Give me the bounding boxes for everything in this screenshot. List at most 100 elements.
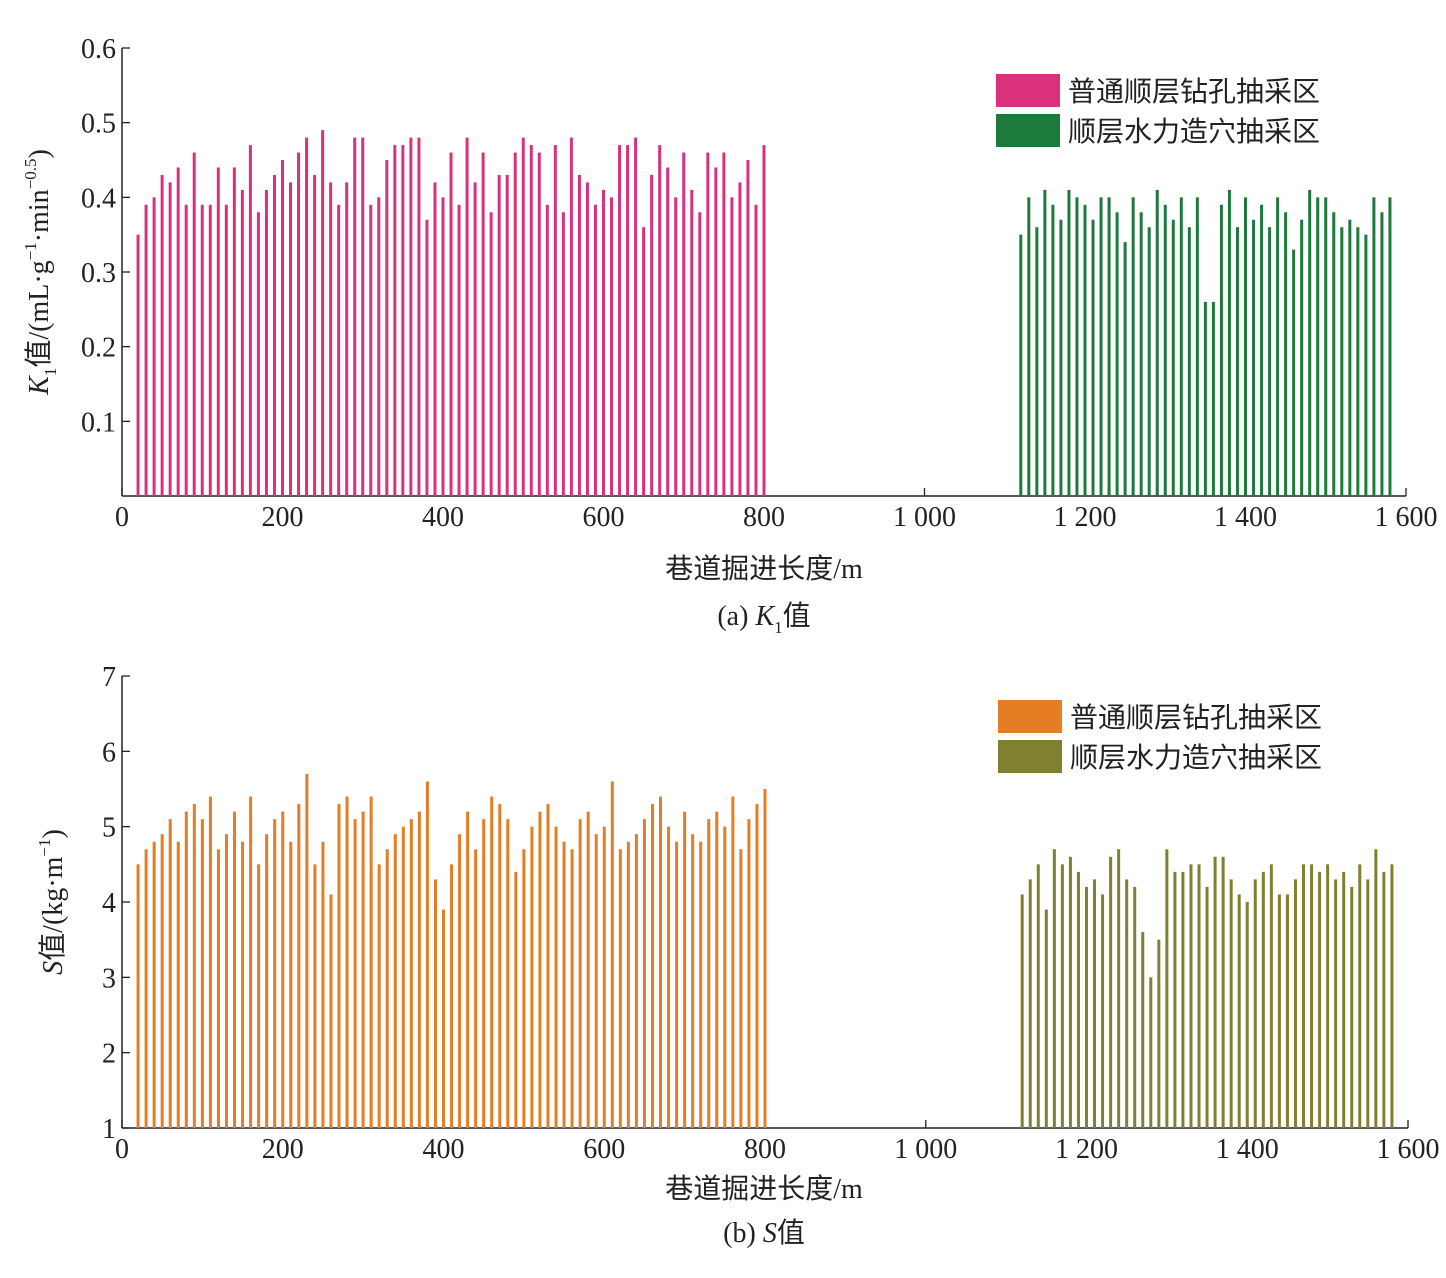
bar	[409, 137, 413, 496]
bar	[1245, 902, 1249, 1128]
x-tick-label: 400	[422, 502, 464, 533]
bar	[289, 841, 293, 1128]
bar	[642, 819, 646, 1128]
bar	[1277, 894, 1281, 1128]
bar	[1028, 879, 1032, 1128]
bar	[1068, 856, 1072, 1128]
bar	[144, 204, 148, 497]
bar	[1237, 894, 1241, 1128]
bar	[691, 834, 695, 1128]
bar	[754, 204, 758, 497]
bar	[1195, 197, 1199, 497]
y-label-part: 值/(mL·g	[23, 260, 55, 367]
bar	[481, 152, 485, 497]
bar	[1374, 849, 1378, 1128]
bar	[385, 849, 389, 1128]
bar	[1019, 234, 1023, 496]
bar	[1043, 189, 1047, 496]
bar	[1269, 864, 1273, 1128]
bar	[698, 212, 702, 496]
bar	[659, 796, 663, 1128]
bar	[417, 137, 421, 496]
bar	[1316, 197, 1320, 497]
bar	[1342, 871, 1346, 1128]
bar	[208, 796, 212, 1128]
legend-swatch	[996, 74, 1060, 107]
bar	[1051, 204, 1055, 497]
bar	[208, 204, 212, 497]
bar	[1197, 864, 1201, 1128]
bar	[345, 182, 349, 496]
caption: (b) S值	[723, 1217, 805, 1249]
bar	[739, 849, 743, 1128]
bar	[1253, 879, 1257, 1128]
bar	[200, 819, 204, 1128]
bar	[699, 841, 703, 1128]
bar	[594, 834, 598, 1128]
bar	[546, 804, 550, 1128]
bar	[1107, 197, 1111, 497]
legend-label: 普通顺层钻孔抽采区	[1068, 76, 1320, 108]
bar	[763, 789, 767, 1128]
bar	[337, 204, 341, 497]
y-tick-label: 0.5	[81, 109, 116, 140]
bar	[529, 145, 533, 497]
bar	[441, 197, 445, 497]
bar	[561, 212, 565, 496]
x-tick-label: 200	[262, 1134, 304, 1165]
bar	[1020, 894, 1024, 1128]
bar	[577, 174, 581, 496]
y-label-part: )	[38, 829, 69, 838]
bar	[321, 841, 325, 1128]
bar	[755, 804, 759, 1128]
y-label-part: −1	[35, 839, 54, 857]
bar	[1380, 212, 1384, 496]
bar	[257, 864, 261, 1128]
bar	[650, 804, 654, 1128]
bar	[530, 826, 534, 1128]
bar	[160, 174, 164, 496]
bar	[409, 819, 413, 1128]
x-axis-label: 巷道掘进长度/m	[665, 553, 863, 585]
bar	[136, 234, 140, 496]
y-tick-label: 0.4	[81, 183, 116, 214]
bar	[1260, 204, 1264, 497]
bar	[1067, 189, 1071, 496]
bar	[417, 811, 421, 1128]
bar	[168, 182, 172, 496]
bar	[442, 909, 445, 1128]
bar	[1085, 886, 1088, 1128]
bar	[353, 137, 357, 496]
bar	[1318, 871, 1322, 1128]
bar	[1340, 227, 1344, 496]
bar	[642, 227, 646, 496]
bar	[1205, 886, 1209, 1128]
legend-swatch	[996, 114, 1060, 147]
bar	[248, 145, 252, 497]
x-tick-label: 600	[583, 502, 625, 533]
bar	[305, 137, 309, 496]
bar	[281, 160, 284, 496]
bar	[1219, 204, 1223, 497]
bar	[393, 834, 397, 1128]
bar	[1075, 197, 1079, 497]
bar	[449, 152, 453, 497]
bar	[240, 189, 244, 496]
bar	[513, 152, 517, 497]
legend-swatch	[998, 700, 1062, 733]
bar	[1261, 871, 1265, 1128]
bar	[1139, 212, 1143, 496]
caption-part: 1	[774, 618, 783, 637]
bar	[747, 819, 751, 1128]
bar	[450, 864, 454, 1128]
bar	[1332, 212, 1336, 496]
bar	[1292, 249, 1296, 496]
y-label-part: −0.5	[21, 159, 40, 190]
bar	[1366, 879, 1370, 1128]
bar	[1091, 219, 1095, 496]
bar	[554, 826, 558, 1128]
bar	[297, 152, 301, 497]
x-tick-label: 1 000	[893, 502, 956, 533]
x-tick-label: 0	[115, 502, 129, 533]
bar	[425, 781, 429, 1128]
